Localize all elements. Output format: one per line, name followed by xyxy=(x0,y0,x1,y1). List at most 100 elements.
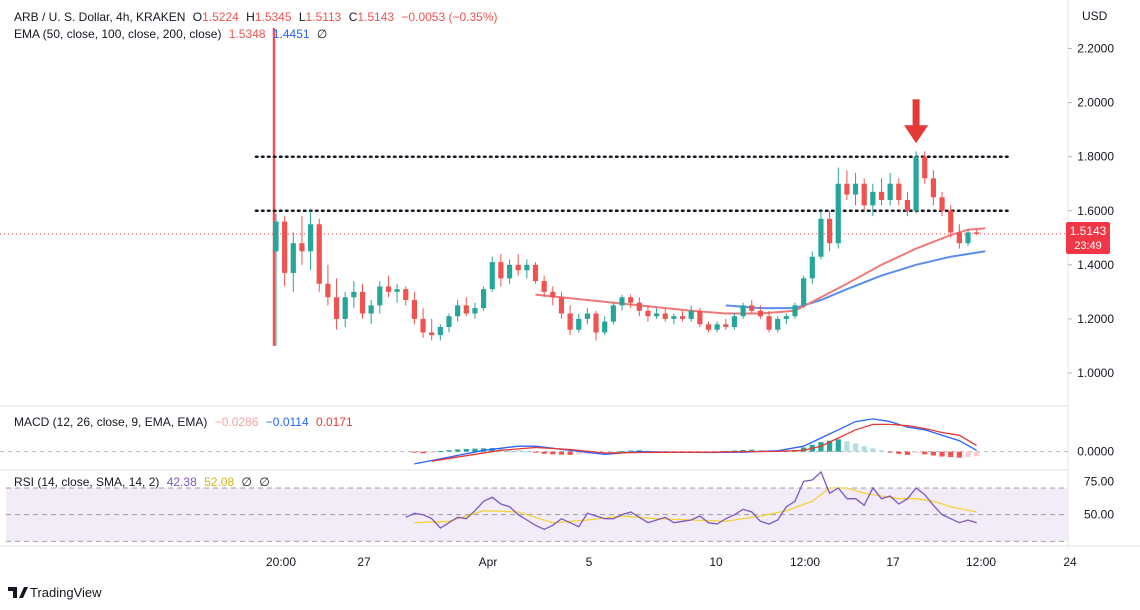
candle-body xyxy=(956,232,962,244)
candle-body xyxy=(290,243,296,273)
rsi-pane[interactable]: 75.00 50.00 xyxy=(6,470,1114,542)
candle-body xyxy=(904,199,911,211)
candle-body xyxy=(498,262,504,279)
candle-body xyxy=(636,302,642,311)
last-price-tag: 1.5143 23:49 xyxy=(1066,222,1110,254)
candle-body xyxy=(818,218,824,257)
candle-body xyxy=(463,305,469,314)
candle-body xyxy=(351,291,357,298)
candle-body xyxy=(619,297,625,306)
candle-body xyxy=(489,262,495,290)
candle-body xyxy=(325,283,331,298)
candle-body xyxy=(368,305,374,314)
macd-histogram-bar xyxy=(515,450,521,452)
candle-body xyxy=(394,289,400,292)
time-axis[interactable]: 20:00 27 Apr 5 10 12:00 17 12:00 24 xyxy=(266,555,1077,569)
candle-body xyxy=(948,210,954,233)
signal-line xyxy=(431,423,977,462)
time-tick-label: 24 xyxy=(1063,555,1077,569)
candle-body xyxy=(913,156,919,211)
candle-body xyxy=(852,183,859,195)
macd-histogram-bar xyxy=(602,451,608,453)
candle-body xyxy=(870,191,876,206)
candle-body xyxy=(645,310,651,317)
candle-body xyxy=(930,178,936,198)
candle-body xyxy=(602,321,608,333)
macd-histogram-bar xyxy=(506,449,513,452)
ema-100-line xyxy=(725,250,986,310)
candle-body xyxy=(896,183,902,200)
candle-body xyxy=(359,291,366,314)
macd-histogram-bar xyxy=(749,449,755,452)
candle-body xyxy=(558,297,565,314)
macd-histogram-bar xyxy=(567,451,573,455)
macd-histogram-bar xyxy=(913,451,919,453)
candle-body xyxy=(887,183,893,200)
time-tick-label: 12:00 xyxy=(790,555,820,569)
candle-body xyxy=(576,318,582,330)
price-tick-label: 1.0000 xyxy=(1077,366,1114,380)
macd-histogram-bar xyxy=(757,450,763,452)
macd-histogram-bar xyxy=(731,450,738,452)
candle-body xyxy=(455,305,461,317)
macd-histogram-bar xyxy=(472,448,478,452)
tradingview-logo[interactable]: TradingView xyxy=(8,585,102,600)
candle-body xyxy=(411,299,417,319)
macd-histogram-bar xyxy=(532,451,539,453)
rsi-legend: RSI (14, close, SMA, 14, 2) 42.38 52.08 … xyxy=(14,475,270,489)
candle-body xyxy=(757,310,763,317)
candle-body xyxy=(671,316,677,319)
macd-histogram-bar xyxy=(948,451,954,458)
ema-legend: EMA (50, close, 100, close, 200, close) … xyxy=(14,27,327,41)
macd-histogram-bar xyxy=(628,450,634,452)
candle-body xyxy=(481,289,487,309)
candle-body xyxy=(377,286,383,306)
candle-body xyxy=(299,243,305,252)
candle-body xyxy=(584,313,590,319)
candle-body xyxy=(861,183,867,206)
macd-histogram-bar xyxy=(930,451,936,456)
macd-histogram-bar xyxy=(939,451,945,457)
brand-name: TradingView xyxy=(30,585,102,600)
macd-histogram-bar xyxy=(878,450,885,452)
candle-body xyxy=(550,291,556,298)
macd-line xyxy=(414,418,977,465)
candle-body xyxy=(827,218,833,244)
macd-histogram-bar xyxy=(852,443,859,452)
candle-body xyxy=(273,221,279,252)
candle-body xyxy=(472,308,478,314)
macd-histogram-bar xyxy=(576,451,582,455)
candle-body xyxy=(878,191,885,200)
candle-body xyxy=(662,313,668,319)
macd-histogram-bar xyxy=(965,451,971,458)
macd-histogram-bar xyxy=(429,451,435,453)
price-pane[interactable] xyxy=(0,28,1068,346)
candle-body xyxy=(385,286,392,292)
currency-label: USD xyxy=(1082,9,1108,23)
candle-body xyxy=(316,224,322,284)
macd-pane[interactable]: 0.0000 xyxy=(0,418,1114,465)
candle-body xyxy=(731,316,738,328)
price-tick-label: 1.8000 xyxy=(1077,150,1114,164)
candle-body xyxy=(801,278,807,306)
macd-histogram-bar xyxy=(922,451,928,455)
candle-body xyxy=(429,332,435,336)
time-tick-label: 27 xyxy=(357,555,371,569)
macd-histogram-bar xyxy=(844,441,850,452)
rsi-tick-label: 50.00 xyxy=(1084,508,1114,522)
rsi-tick-label: 75.00 xyxy=(1084,474,1114,488)
candles xyxy=(273,151,980,346)
candle-body xyxy=(688,310,694,319)
price-tick-label: 2.2000 xyxy=(1077,42,1114,56)
candle-body xyxy=(342,297,348,319)
candle-body xyxy=(740,305,746,317)
macd-histogram-bar xyxy=(619,451,625,453)
time-tick-label: 17 xyxy=(886,555,900,569)
macd-histogram-bar xyxy=(541,451,547,454)
candle-body xyxy=(654,313,660,317)
price-axis[interactable]: 2.2000 2.0000 1.8000 1.6000 1.4000 1.2000 1.00… xyxy=(1068,42,1114,380)
candle-body xyxy=(593,313,599,333)
candle-body xyxy=(809,256,815,279)
price-tick-label: 1.4000 xyxy=(1077,258,1114,272)
grid-lines xyxy=(0,0,1140,547)
